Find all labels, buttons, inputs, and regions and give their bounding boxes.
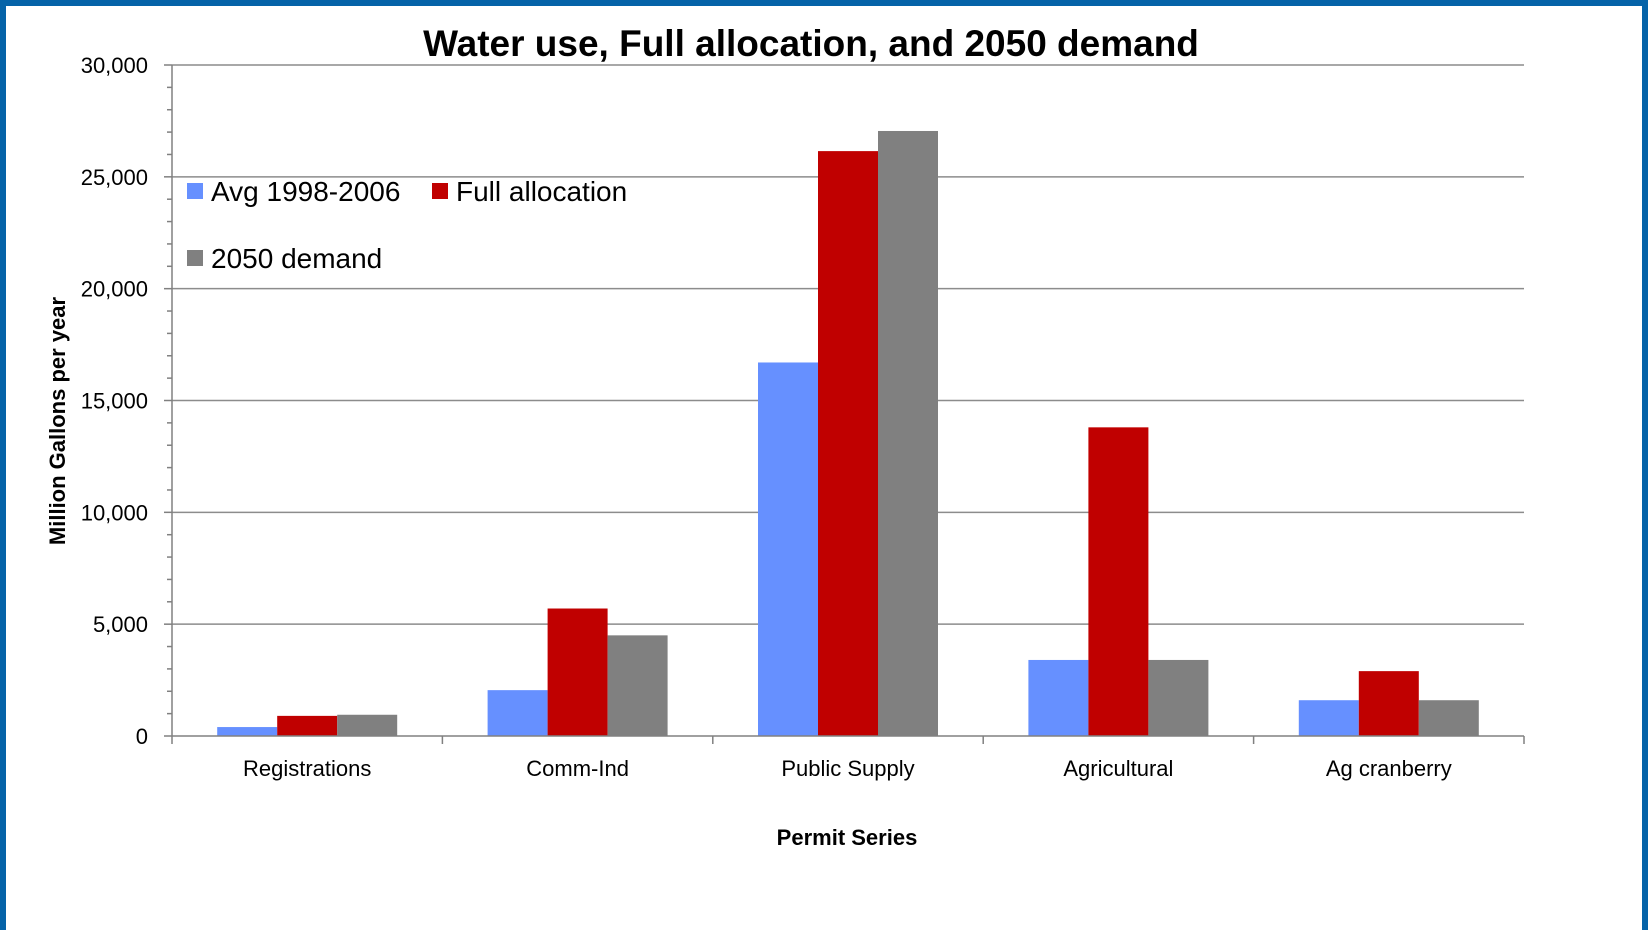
bar bbox=[337, 714, 398, 736]
bars bbox=[217, 130, 1479, 736]
bar bbox=[217, 727, 278, 736]
bar bbox=[818, 151, 878, 736]
legend-label: Full allocation bbox=[456, 176, 627, 207]
legend-swatch bbox=[187, 250, 203, 266]
bar bbox=[1088, 427, 1149, 736]
y-tick-label: 15,000 bbox=[81, 389, 148, 414]
bar bbox=[1028, 659, 1089, 736]
bar bbox=[1298, 700, 1359, 736]
bar bbox=[1418, 700, 1479, 736]
y-tick-label: 30,000 bbox=[81, 53, 148, 78]
x-tick-label: Public Supply bbox=[781, 756, 914, 781]
bar-chart: Water use, Full allocation, and 2050 dem… bbox=[45, 23, 1525, 850]
bar bbox=[1358, 671, 1419, 736]
x-tick-label: Comm-Ind bbox=[526, 756, 629, 781]
bar bbox=[1148, 659, 1209, 736]
x-tick-labels: Registrations Comm-Ind Public Supply Agricu… bbox=[243, 756, 1452, 781]
x-tick-label: Registrations bbox=[243, 756, 371, 781]
bar bbox=[758, 362, 818, 736]
legend-label: 2050 demand bbox=[211, 243, 382, 274]
legend-label: Avg 1998-2006 bbox=[211, 176, 400, 207]
x-axis-title: Permit Series bbox=[777, 825, 918, 850]
legend-swatch bbox=[187, 183, 203, 199]
axes bbox=[164, 64, 1525, 744]
bar bbox=[487, 690, 548, 736]
legend: Avg 1998-2006 Full allocation 2050 demand bbox=[187, 176, 627, 274]
bar bbox=[547, 608, 608, 736]
y-tick-label: 0 bbox=[136, 724, 148, 749]
bar bbox=[607, 635, 668, 736]
x-tick-label: Ag cranberry bbox=[1326, 756, 1452, 781]
x-tick-label: Agricultural bbox=[1063, 756, 1173, 781]
y-tick-label: 20,000 bbox=[81, 277, 148, 302]
chart-title: Water use, Full allocation, and 2050 dem… bbox=[423, 23, 1199, 64]
legend-swatch bbox=[432, 183, 448, 199]
bar bbox=[277, 715, 338, 736]
y-tick-label: 25,000 bbox=[81, 165, 148, 190]
bar bbox=[878, 130, 938, 736]
y-tick-labels: 0 5,000 10,000 15,000 20,000 25,000 30,000 bbox=[81, 53, 148, 749]
y-tick-label: 5,000 bbox=[93, 612, 148, 637]
y-axis-title: Million Gallons per year bbox=[45, 296, 70, 545]
y-tick-label: 10,000 bbox=[81, 500, 148, 525]
